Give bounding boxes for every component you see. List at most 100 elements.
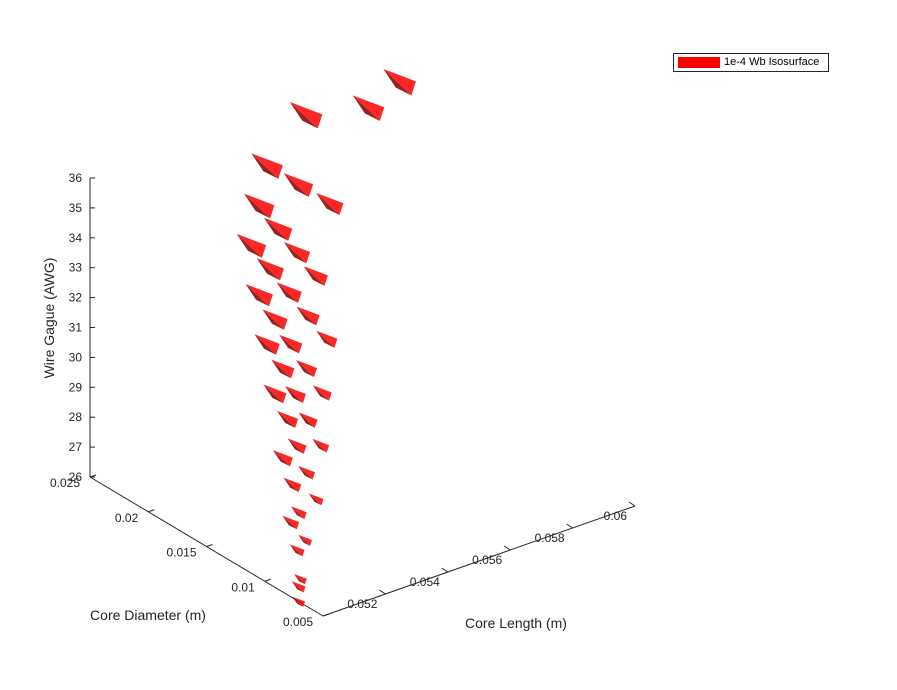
isosurface-patch-shade [283, 242, 307, 264]
isosurface-patch [279, 334, 303, 354]
z-tick-label: 29 [69, 380, 83, 394]
isosurface-patch-shade [251, 153, 279, 179]
isosurface-patch [271, 359, 295, 379]
x-tick-mark [379, 589, 386, 595]
isosurface-patch [263, 217, 293, 241]
isosurface-patch-shade [294, 574, 305, 585]
isosurface-patch [276, 282, 302, 303]
isosurface-patch [296, 306, 320, 326]
isosurface-patch [312, 438, 330, 453]
isosurface-patch [296, 360, 317, 377]
y-axis-label: Core Diameter (m) [90, 607, 206, 623]
isosurface-patch-shade [289, 544, 303, 557]
z-tick-label: 28 [69, 410, 83, 424]
isosurface-patch-shade [244, 193, 271, 219]
y-tick-label: 0.005 [283, 615, 313, 629]
isosurface-patch [245, 284, 273, 307]
x-tick-label: 0.052 [347, 597, 377, 611]
isosurface-patch [282, 515, 300, 530]
isosurface-patch-shade [352, 95, 380, 121]
y-tick-label: 0.015 [166, 546, 196, 560]
z-tick-label: 36 [69, 171, 83, 185]
isosurface-patch-shade [236, 233, 262, 258]
isosurface-patch [308, 493, 324, 506]
isosurface-patch [298, 412, 318, 428]
isosurface-patch-shade [254, 334, 277, 355]
isosurface-patch-shade [287, 438, 304, 454]
isosurface-patch [283, 173, 314, 197]
isosurface-patch [352, 95, 385, 121]
isosurface-patch [263, 384, 287, 404]
isosurface-patch [262, 309, 288, 330]
isosurface-patch [291, 581, 306, 593]
isosurface-patch [283, 242, 311, 264]
legend-swatch [678, 57, 720, 68]
isosurface-patch-shade [272, 450, 290, 467]
isosurface-patch-shade [308, 493, 322, 506]
isosurface-patch-shade [282, 515, 297, 530]
x-tick-label: 0.054 [410, 575, 440, 589]
isosurface-patch-shade [256, 258, 281, 281]
isosurface-patch [236, 233, 267, 258]
isosurface-patch-shade [277, 410, 296, 428]
y-tick-mark [148, 509, 155, 513]
isosurface-patch-shade [283, 477, 299, 493]
isosurface-patch-shade [312, 438, 327, 453]
isosurface-patch-shade [271, 359, 292, 379]
isosurface-patch-shade [262, 309, 284, 330]
isosurface-patch-shade [263, 217, 289, 241]
z-tick-label: 34 [69, 231, 83, 245]
isosurface-patch-shade [289, 102, 318, 129]
isosurface-patch [284, 386, 306, 403]
isosurface-patch-shade [284, 386, 303, 403]
isosurface-patch [298, 534, 312, 546]
isosurface-patch-shade [298, 412, 315, 428]
isosurface-patch-shade [383, 69, 412, 96]
isosurface-patch [283, 477, 302, 493]
y-tick-label: 0.02 [115, 511, 139, 525]
y-tick-mark [206, 544, 213, 547]
x-axis-label: Core Length (m) [465, 615, 567, 631]
isosurface-patch [251, 153, 283, 179]
isosurface-patch [316, 330, 338, 348]
z-tick-label: 27 [69, 440, 83, 454]
isosurface-patch-shade [292, 596, 304, 607]
isosurface-patch-shade [296, 360, 314, 377]
isosurface-patch-shade [312, 385, 329, 401]
isosurface-patch [294, 574, 307, 585]
x-axis-line [322, 505, 636, 617]
isosurface-patch [298, 465, 315, 480]
z-tick-label: 30 [69, 350, 83, 364]
isosurface-patch [272, 450, 293, 467]
y-tick-mark [264, 578, 271, 582]
isosurface-patch-shade [245, 284, 269, 307]
isosurface-patch-shade [316, 330, 335, 348]
z-axis-label: Wire Gague (AWG) [41, 258, 57, 379]
isosurface-patch [290, 506, 307, 519]
z-tick-label: 33 [69, 261, 83, 275]
x-tick-label: 0.056 [472, 553, 502, 567]
x-tick-mark [441, 567, 449, 573]
isosurface-patch-shade [303, 266, 325, 286]
isosurface-patch-shade [290, 506, 305, 519]
isosurface-patch [254, 334, 280, 355]
isosurface-layer [236, 69, 416, 607]
isosurface-patch-shade [298, 534, 311, 546]
isosurface-patch [312, 385, 332, 401]
axes-layer: 0.052 0.054 0.056 0.058 0.06 0.005 0.01 0.015 0.… [50, 171, 636, 629]
z-tick-label: 32 [69, 291, 83, 305]
isosurface-patch-shade [298, 465, 313, 480]
x-tick-label: 0.06 [604, 509, 628, 523]
z-tick-label: 35 [69, 201, 83, 215]
y-tick-label: 0.01 [231, 580, 255, 594]
isosurface-patch [292, 596, 306, 607]
isosurface-patch [256, 258, 284, 281]
isosurface-patch [244, 193, 275, 219]
x-tick-mark [566, 523, 573, 529]
legend-entry: 1e-4 Wb Isosurface [724, 56, 820, 68]
isosurface-patch-shade [283, 173, 309, 197]
y-tick-label: 0.025 [50, 476, 80, 490]
isosurface-patch [287, 438, 307, 454]
isosurface-patch [303, 266, 328, 286]
